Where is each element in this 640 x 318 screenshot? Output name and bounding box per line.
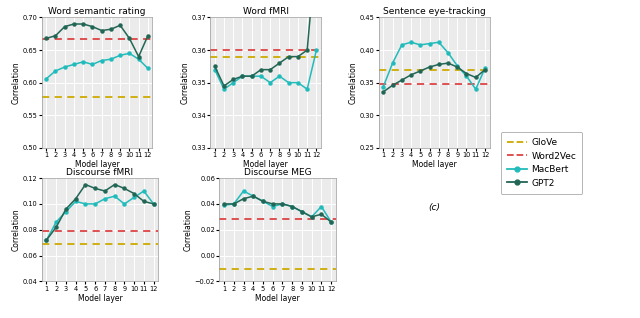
Title: Discourse fMRI: Discourse fMRI: [67, 168, 134, 176]
Text: (a): (a): [91, 203, 103, 212]
Title: Word fMRI: Word fMRI: [243, 7, 289, 16]
X-axis label: Model layer: Model layer: [75, 160, 120, 169]
Y-axis label: Correlation: Correlation: [184, 208, 193, 251]
Title: Discourse MEG: Discourse MEG: [244, 168, 312, 176]
Text: (b): (b): [259, 203, 272, 212]
X-axis label: Model layer: Model layer: [77, 294, 122, 303]
Y-axis label: Correlation: Correlation: [12, 208, 20, 251]
Text: (c): (c): [428, 203, 440, 212]
Title: Sentence eye-tracking: Sentence eye-tracking: [383, 7, 486, 16]
X-axis label: Model layer: Model layer: [412, 160, 456, 169]
Legend: GloVe, Word2Vec, MacBert, GPT2: GloVe, Word2Vec, MacBert, GPT2: [500, 132, 582, 194]
X-axis label: Model layer: Model layer: [243, 160, 288, 169]
Title: Word semantic rating: Word semantic rating: [48, 7, 146, 16]
Y-axis label: Correlation: Correlation: [349, 61, 358, 104]
X-axis label: Model layer: Model layer: [255, 294, 300, 303]
Y-axis label: Correlation: Correlation: [180, 61, 189, 104]
Y-axis label: Correlation: Correlation: [12, 61, 20, 104]
